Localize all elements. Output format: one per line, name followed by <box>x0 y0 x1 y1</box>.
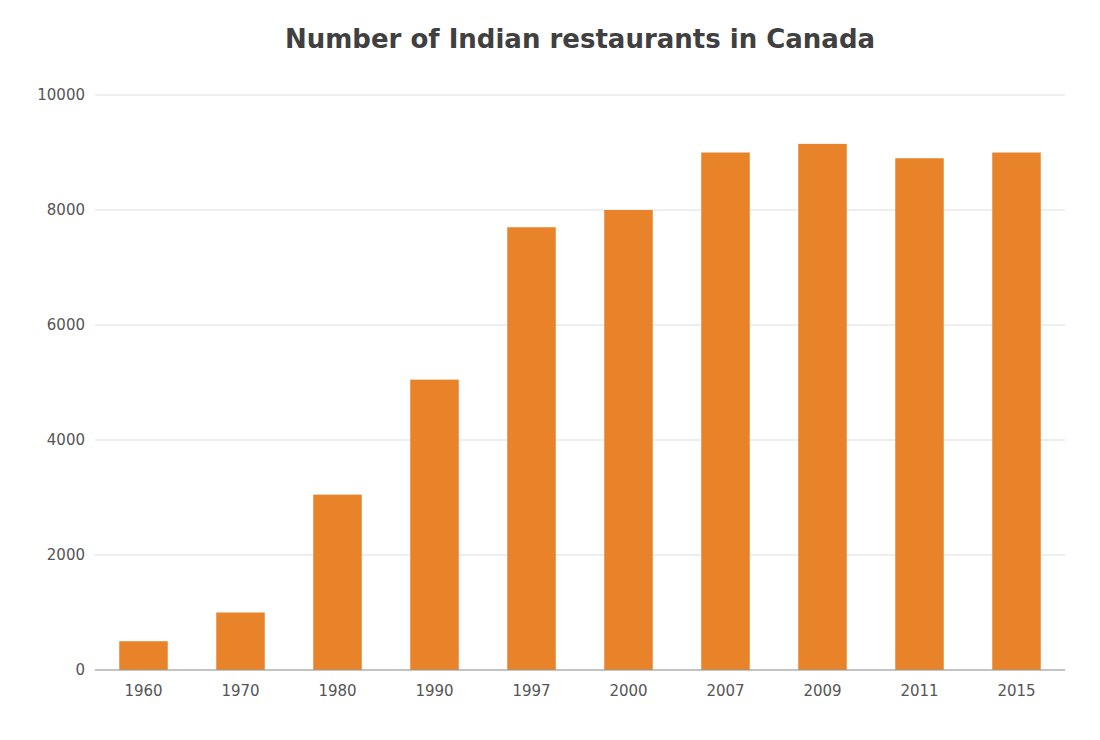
bar <box>410 380 459 670</box>
y-tick-label: 2000 <box>47 546 85 564</box>
bar <box>119 641 168 670</box>
bar <box>701 153 750 671</box>
y-axis: 0 2000 4000 6000 8000 10000 <box>37 86 85 679</box>
x-axis-line <box>95 670 1065 671</box>
y-tick-label: 6000 <box>47 316 85 334</box>
x-tick-label: 1980 <box>318 682 356 700</box>
bar <box>507 227 556 670</box>
bar <box>604 210 653 670</box>
x-tick-label: 1970 <box>221 682 259 700</box>
x-tick-label: 2015 <box>997 682 1035 700</box>
chart-title: Number of Indian restaurants in Canada <box>285 24 875 54</box>
bars <box>119 144 1041 670</box>
bar <box>992 153 1041 671</box>
y-tick-label: 4000 <box>47 431 85 449</box>
y-tick-label: 8000 <box>47 201 85 219</box>
x-tick-label: 2007 <box>706 682 744 700</box>
x-tick-label: 2011 <box>900 682 938 700</box>
y-tick-label: 10000 <box>37 86 85 104</box>
chart-svg: Number of Indian restaurants in Canada 0 2… <box>0 0 1100 740</box>
bar <box>798 144 847 670</box>
x-tick-label: 1990 <box>415 682 453 700</box>
x-tick-label: 2000 <box>609 682 647 700</box>
x-tick-label: 1997 <box>512 682 550 700</box>
x-tick-label: 1960 <box>124 682 162 700</box>
x-tick-label: 2009 <box>803 682 841 700</box>
grid-line <box>95 95 1065 96</box>
grid <box>95 95 1065 670</box>
x-axis: 1960 1970 1980 1990 1997 2000 2007 2009 2011 2015 <box>95 670 1065 700</box>
bar <box>895 158 944 670</box>
bar <box>313 495 362 670</box>
chart-container: Number of Indian restaurants in Canada 0 2… <box>0 0 1100 740</box>
grid-line <box>95 670 1065 671</box>
y-tick-label: 0 <box>75 661 85 679</box>
bar <box>216 613 265 671</box>
